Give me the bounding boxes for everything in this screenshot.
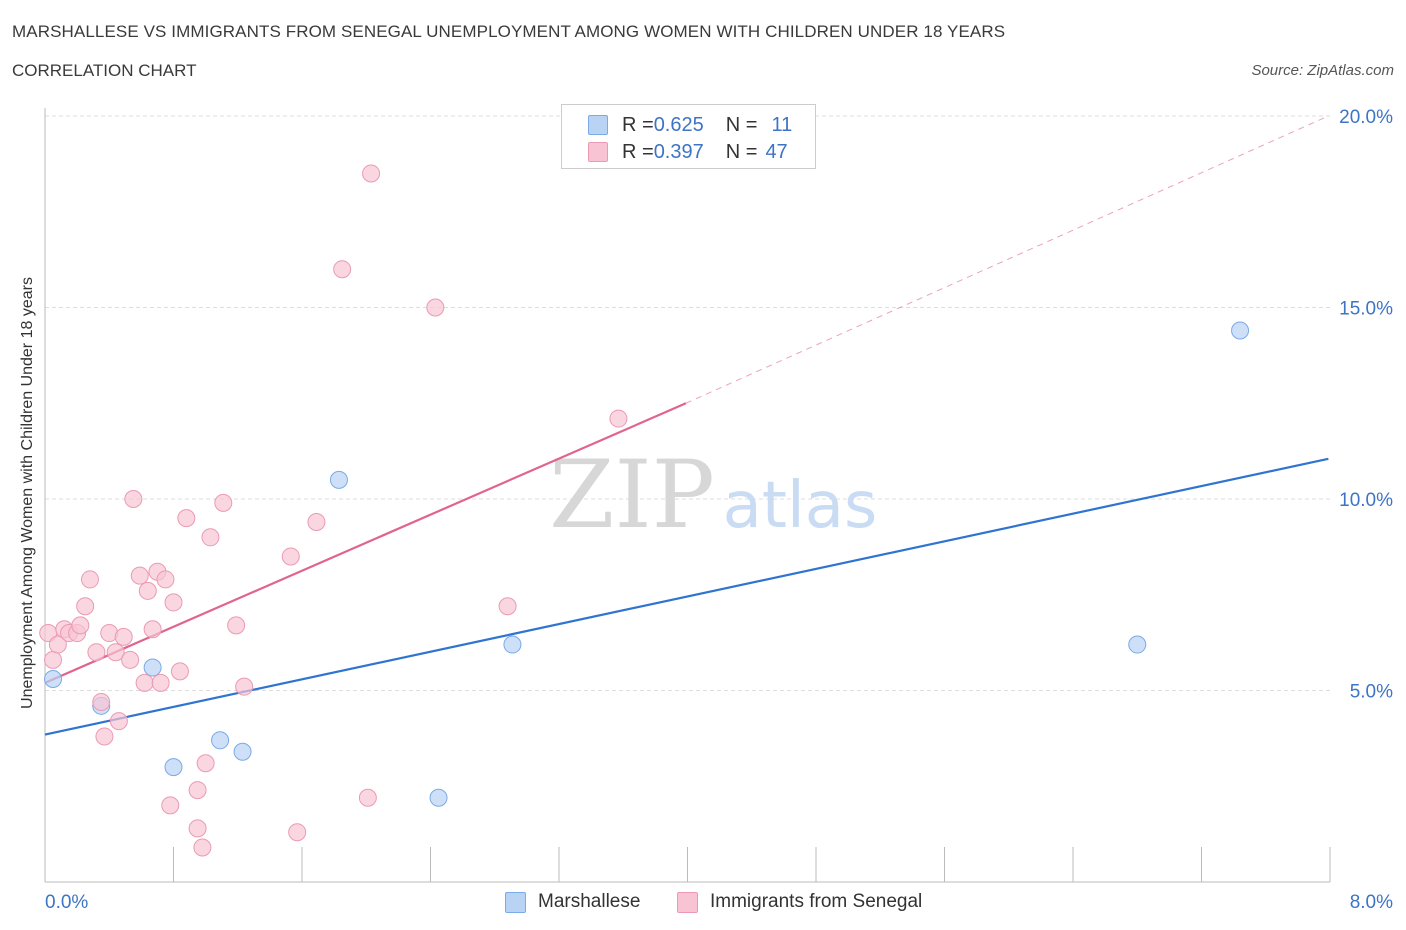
point-senegal <box>114 627 133 646</box>
point-senegal <box>196 754 215 773</box>
trend-extension-senegal <box>685 115 1329 404</box>
point-marshallese <box>1128 635 1147 654</box>
point-senegal <box>80 570 99 589</box>
point-marshallese <box>164 758 183 777</box>
point-senegal <box>498 597 517 616</box>
point-senegal <box>156 570 175 589</box>
trend-line-marshallese <box>44 457 1329 736</box>
point-senegal <box>281 547 300 566</box>
point-senegal <box>87 643 106 662</box>
point-senegal <box>193 838 212 857</box>
legend-n-label: N = <box>725 140 758 163</box>
point-senegal <box>151 673 170 692</box>
watermark-atlas: atlas <box>723 469 878 543</box>
legend-r-value: 0.625 <box>653 113 704 136</box>
point-senegal <box>227 616 246 635</box>
point-senegal <box>426 298 445 317</box>
bottom-legend-label: Immigrants from Senegal <box>710 891 923 912</box>
chart-title: MARSHALLESE VS IMMIGRANTS FROM SENEGAL U… <box>12 22 1006 41</box>
legend-r-label: R = <box>622 140 654 163</box>
point-senegal <box>307 512 326 531</box>
legend-n-value: 47 <box>765 140 788 163</box>
point-senegal <box>109 712 128 731</box>
bottom-legend-marshallese: Marshallese <box>505 890 640 914</box>
point-senegal <box>201 528 220 547</box>
point-senegal <box>48 635 67 654</box>
x-tick-label: 8.0% <box>1350 892 1393 913</box>
point-senegal <box>362 164 381 183</box>
point-senegal <box>76 597 95 616</box>
point-senegal <box>214 493 233 512</box>
grid-layer <box>45 115 1330 691</box>
legend-r-value: 0.397 <box>653 140 704 163</box>
legend-n-label: N = <box>725 113 758 136</box>
point-senegal <box>170 662 189 681</box>
chart-subtitle: CORRELATION CHART <box>12 61 197 80</box>
bottom-legend-label: Marshallese <box>538 891 641 912</box>
point-senegal <box>609 409 628 428</box>
point-senegal <box>135 673 154 692</box>
point-marshallese <box>503 635 522 654</box>
point-marshallese <box>429 788 448 807</box>
y-axis-title: Unemployment Among Women with Children U… <box>19 277 36 709</box>
point-senegal <box>71 616 90 635</box>
legend-r-label: R = <box>622 113 654 136</box>
legend-row-senegal: R = 0.397 N = 47 <box>588 140 788 164</box>
point-senegal <box>106 643 125 662</box>
point-senegal <box>130 566 149 585</box>
point-marshallese <box>211 731 230 750</box>
point-senegal <box>358 788 377 807</box>
x-tick-label: 0.0% <box>45 892 88 913</box>
bottom-legend-swatch-blue <box>505 891 526 913</box>
point-senegal <box>235 677 254 696</box>
point-senegal <box>92 692 111 711</box>
watermark-zip: ZIP <box>549 441 715 550</box>
point-senegal <box>333 260 352 279</box>
point-senegal <box>177 509 196 528</box>
bottom-legend-swatch-pink <box>677 891 698 913</box>
points-layer <box>39 164 1250 857</box>
point-marshallese <box>329 470 348 489</box>
point-senegal <box>138 581 157 600</box>
point-senegal <box>188 781 207 800</box>
y-tick-label: 5.0% <box>1350 682 1393 703</box>
y-tick-label: 15.0% <box>1339 299 1393 320</box>
legend-swatch-blue <box>588 115 608 135</box>
tick-labels: 5.0% 10.0% 15.0% 20.0% 0.0% 8.0% <box>45 107 1393 913</box>
source-credit: Source: ZipAtlas.com <box>1251 62 1394 79</box>
y-tick-label: 10.0% <box>1339 490 1393 511</box>
point-senegal <box>95 727 114 746</box>
point-senegal <box>164 593 183 612</box>
correlation-legend: R = 0.625 N = 11 R = 0.397 N = 47 <box>561 104 816 169</box>
point-marshallese <box>44 670 63 689</box>
legend-row-marshallese: R = 0.625 N = 11 <box>588 113 792 137</box>
point-senegal <box>288 823 307 842</box>
point-senegal <box>124 490 143 508</box>
point-marshallese <box>143 658 162 677</box>
y-tick-label: 20.0% <box>1339 107 1393 128</box>
bottom-legend-senegal: Immigrants from Senegal <box>677 890 922 914</box>
legend-swatch-pink <box>588 142 608 162</box>
point-senegal <box>188 819 207 838</box>
point-marshallese <box>233 742 252 761</box>
point-marshallese <box>1231 321 1250 340</box>
legend-n-value: 11 <box>771 113 793 136</box>
axis-layer <box>44 108 1331 883</box>
point-senegal <box>161 796 180 815</box>
watermark: ZIP atlas <box>549 441 877 550</box>
point-senegal <box>121 650 140 669</box>
point-senegal <box>44 650 63 669</box>
point-senegal <box>143 620 162 639</box>
